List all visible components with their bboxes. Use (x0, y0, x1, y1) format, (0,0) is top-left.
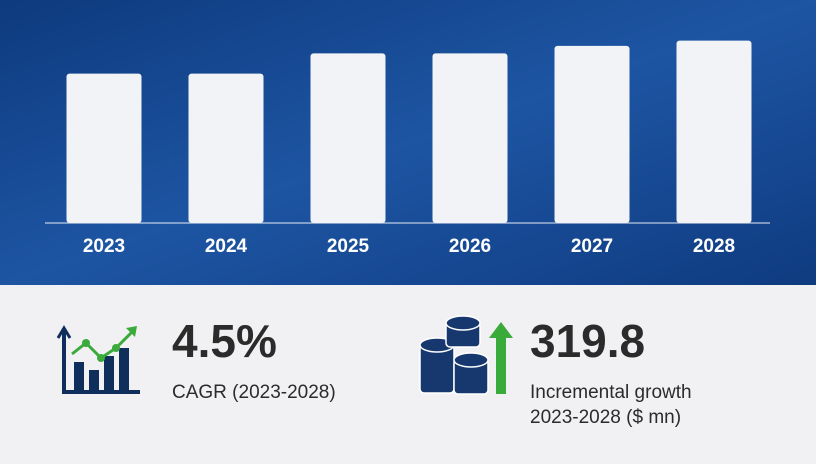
bar-group: 2023 2024 2025 2026 2027 2028 (66, 40, 752, 257)
bar (188, 73, 264, 224)
bar (310, 53, 386, 224)
stat-value: 4.5% (172, 315, 277, 367)
stat-value: 319.8 (530, 315, 645, 367)
stat-label: CAGR (2023-2028) (172, 382, 336, 403)
stat-label: 2023-2028 ($ mn) (530, 407, 681, 428)
stat-label: Incremental growth (530, 382, 692, 403)
x-tick-label: 2023 (83, 236, 125, 257)
bar (432, 53, 508, 224)
bar (676, 40, 752, 223)
x-tick-label: 2026 (449, 236, 491, 257)
x-tick-label: 2025 (327, 236, 370, 257)
growth-icon (56, 325, 140, 394)
coins-icon (419, 315, 513, 395)
stats-background (0, 285, 816, 464)
x-tick-label: 2027 (571, 236, 613, 257)
bar (554, 45, 630, 223)
x-tick-label: 2024 (205, 236, 248, 257)
x-tick-label: 2028 (693, 236, 735, 257)
bar (66, 73, 142, 224)
